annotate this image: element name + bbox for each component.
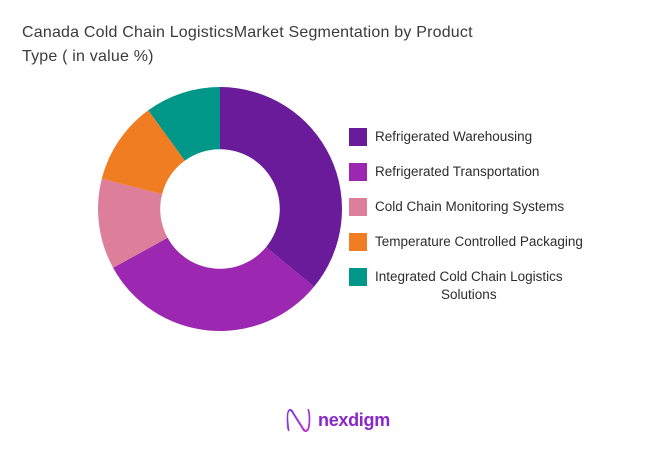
legend-item: Refrigerated Warehousing: [349, 128, 583, 146]
nexdigm-logo-icon: [286, 408, 311, 432]
legend-swatch: [349, 128, 367, 146]
donut-segment-1: [113, 237, 315, 331]
legend-swatch: [349, 233, 367, 251]
donut-segment-0: [220, 87, 342, 287]
legend-item: Integrated Cold Chain Logistics Solution…: [349, 268, 583, 304]
legend-label: Refrigerated Warehousing: [375, 129, 533, 144]
brand-logo: nexdigm: [283, 404, 390, 436]
legend-label: Integrated Cold Chain Logistics Solution…: [375, 269, 563, 302]
legend-item: Refrigerated Transportation: [349, 163, 583, 181]
donut-segment-4: [148, 87, 220, 161]
legend-label: Temperature Controlled Packaging: [375, 234, 583, 249]
chart-title: Canada Cold Chain LogisticsMarket Segmen…: [22, 24, 473, 65]
donut-chart: [98, 87, 342, 331]
legend-item: Temperature Controlled Packaging: [349, 233, 583, 251]
donut-segment-3: [101, 110, 185, 195]
legend-swatch: [349, 198, 367, 216]
legend-swatch: [349, 268, 367, 286]
legend-item: Cold Chain Monitoring Systems: [349, 198, 583, 216]
legend-label: Refrigerated Transportation: [375, 164, 540, 179]
legend-label: Cold Chain Monitoring Systems: [375, 199, 565, 214]
donut-segment-2: [98, 178, 168, 268]
brand-name: nexdigm: [318, 409, 390, 430]
legend: Refrigerated Warehousing Refrigerated Tra…: [349, 128, 583, 304]
legend-swatch: [349, 163, 367, 181]
